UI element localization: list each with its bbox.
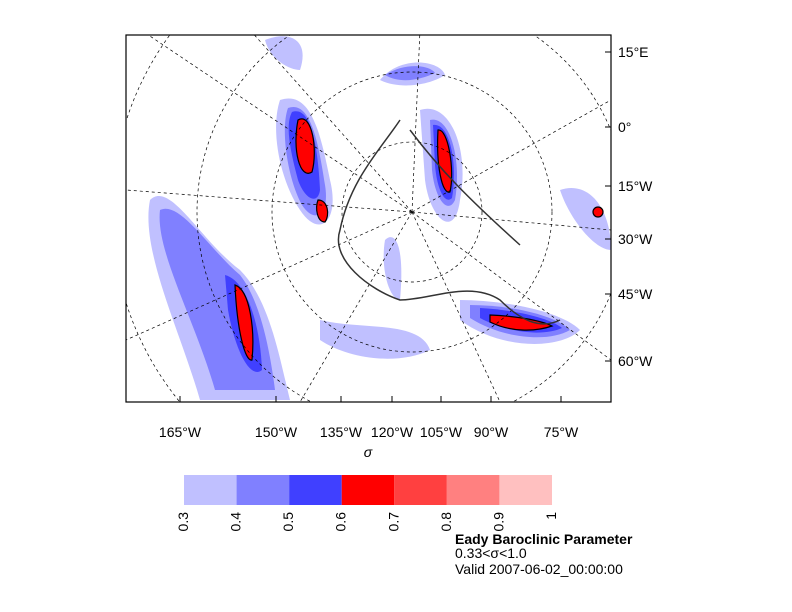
- colorbar-box: [499, 475, 552, 505]
- colorbar-box: [446, 475, 500, 505]
- x-tick-label: 135°W: [320, 424, 363, 440]
- y-tick-label: 45°W: [618, 286, 653, 302]
- x-tick-label: 120°W: [371, 424, 414, 440]
- x-tick-label: 90°W: [474, 424, 509, 440]
- subtitle: 0.33<σ<1.0: [455, 545, 527, 561]
- x-axis-label: σ: [364, 444, 373, 460]
- colorbar-label: 0.8: [438, 512, 454, 532]
- colorbar-label: 0.4: [228, 512, 244, 532]
- y-tick-label: 60°W: [618, 353, 653, 369]
- y-tick-label: 15°E: [618, 44, 649, 60]
- y-tick-label: 15°W: [618, 178, 653, 194]
- colorbar-box: [184, 475, 237, 505]
- colorbar-label: 0.7: [385, 512, 401, 532]
- map-frame: [125, 34, 612, 403]
- colorbar-label: 0.6: [333, 512, 349, 532]
- x-tick-label: 105°W: [420, 424, 463, 440]
- map-field: [126, 35, 611, 402]
- colorbar-box: [341, 475, 395, 505]
- title: Eady Baroclinic Parameter: [455, 531, 633, 547]
- y-tick-label: 0°: [618, 119, 631, 135]
- y-tick-label: 30°W: [618, 231, 653, 247]
- colorbar-label: 1: [543, 512, 559, 520]
- colorbar-label: 0.5: [280, 512, 296, 532]
- colorbar-box: [289, 475, 342, 505]
- valid-time: Valid 2007-06-02_00:00:00: [455, 561, 623, 577]
- x-tick-label: 150°W: [255, 424, 298, 440]
- x-tick-label: 75°W: [544, 424, 579, 440]
- x-tick-label: 165°W: [159, 424, 202, 440]
- colorbar-box: [394, 475, 447, 505]
- colorbar-label: 0.9: [490, 512, 506, 532]
- colorbar-box: [236, 475, 290, 505]
- colorbar-label: 0.3: [175, 512, 191, 532]
